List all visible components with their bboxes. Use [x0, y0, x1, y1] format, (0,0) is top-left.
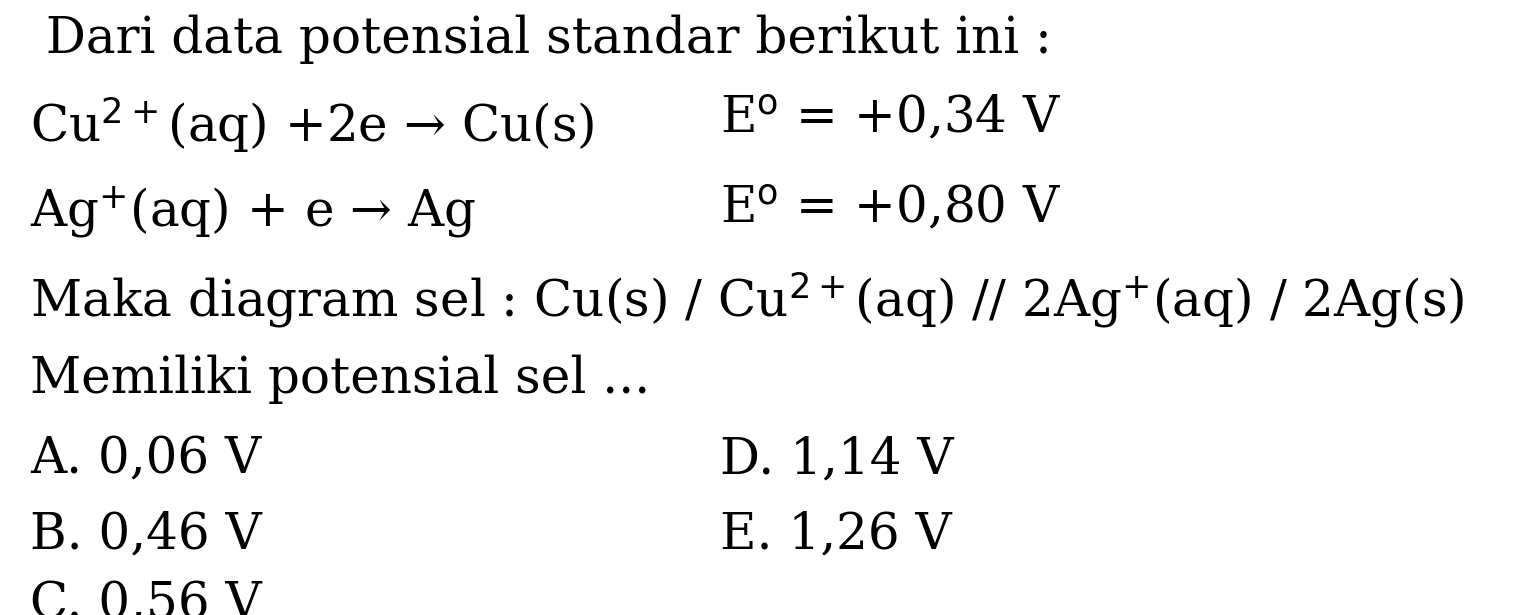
Text: E$^{\mathrm{o}}$ = +0,34 V: E$^{\mathrm{o}}$ = +0,34 V: [720, 95, 1061, 145]
Text: D. 1,14 V: D. 1,14 V: [720, 435, 953, 485]
Text: B. 0,46 V: B. 0,46 V: [30, 510, 261, 560]
Text: Dari data potensial standar berikut ini :: Dari data potensial standar berikut ini …: [30, 15, 1052, 65]
Text: C. 0,56 V: C. 0,56 V: [30, 580, 261, 615]
Text: Ag$^{+}$(aq) + e → Ag: Ag$^{+}$(aq) + e → Ag: [30, 185, 477, 241]
Text: Maka diagram sel : Cu(s) / Cu$^{2+}$(aq) // 2Ag$^{+}$(aq) / 2Ag(s): Maka diagram sel : Cu(s) / Cu$^{2+}$(aq)…: [30, 270, 1465, 330]
Text: E. 1,26 V: E. 1,26 V: [720, 510, 952, 560]
Text: E$^{\mathrm{o}}$ = +0,80 V: E$^{\mathrm{o}}$ = +0,80 V: [720, 185, 1061, 234]
Text: Cu$^{2+}$(aq) +2e → Cu(s): Cu$^{2+}$(aq) +2e → Cu(s): [30, 95, 595, 155]
Text: A. 0,06 V: A. 0,06 V: [30, 435, 261, 485]
Text: Memiliki potensial sel ...: Memiliki potensial sel ...: [30, 355, 650, 405]
